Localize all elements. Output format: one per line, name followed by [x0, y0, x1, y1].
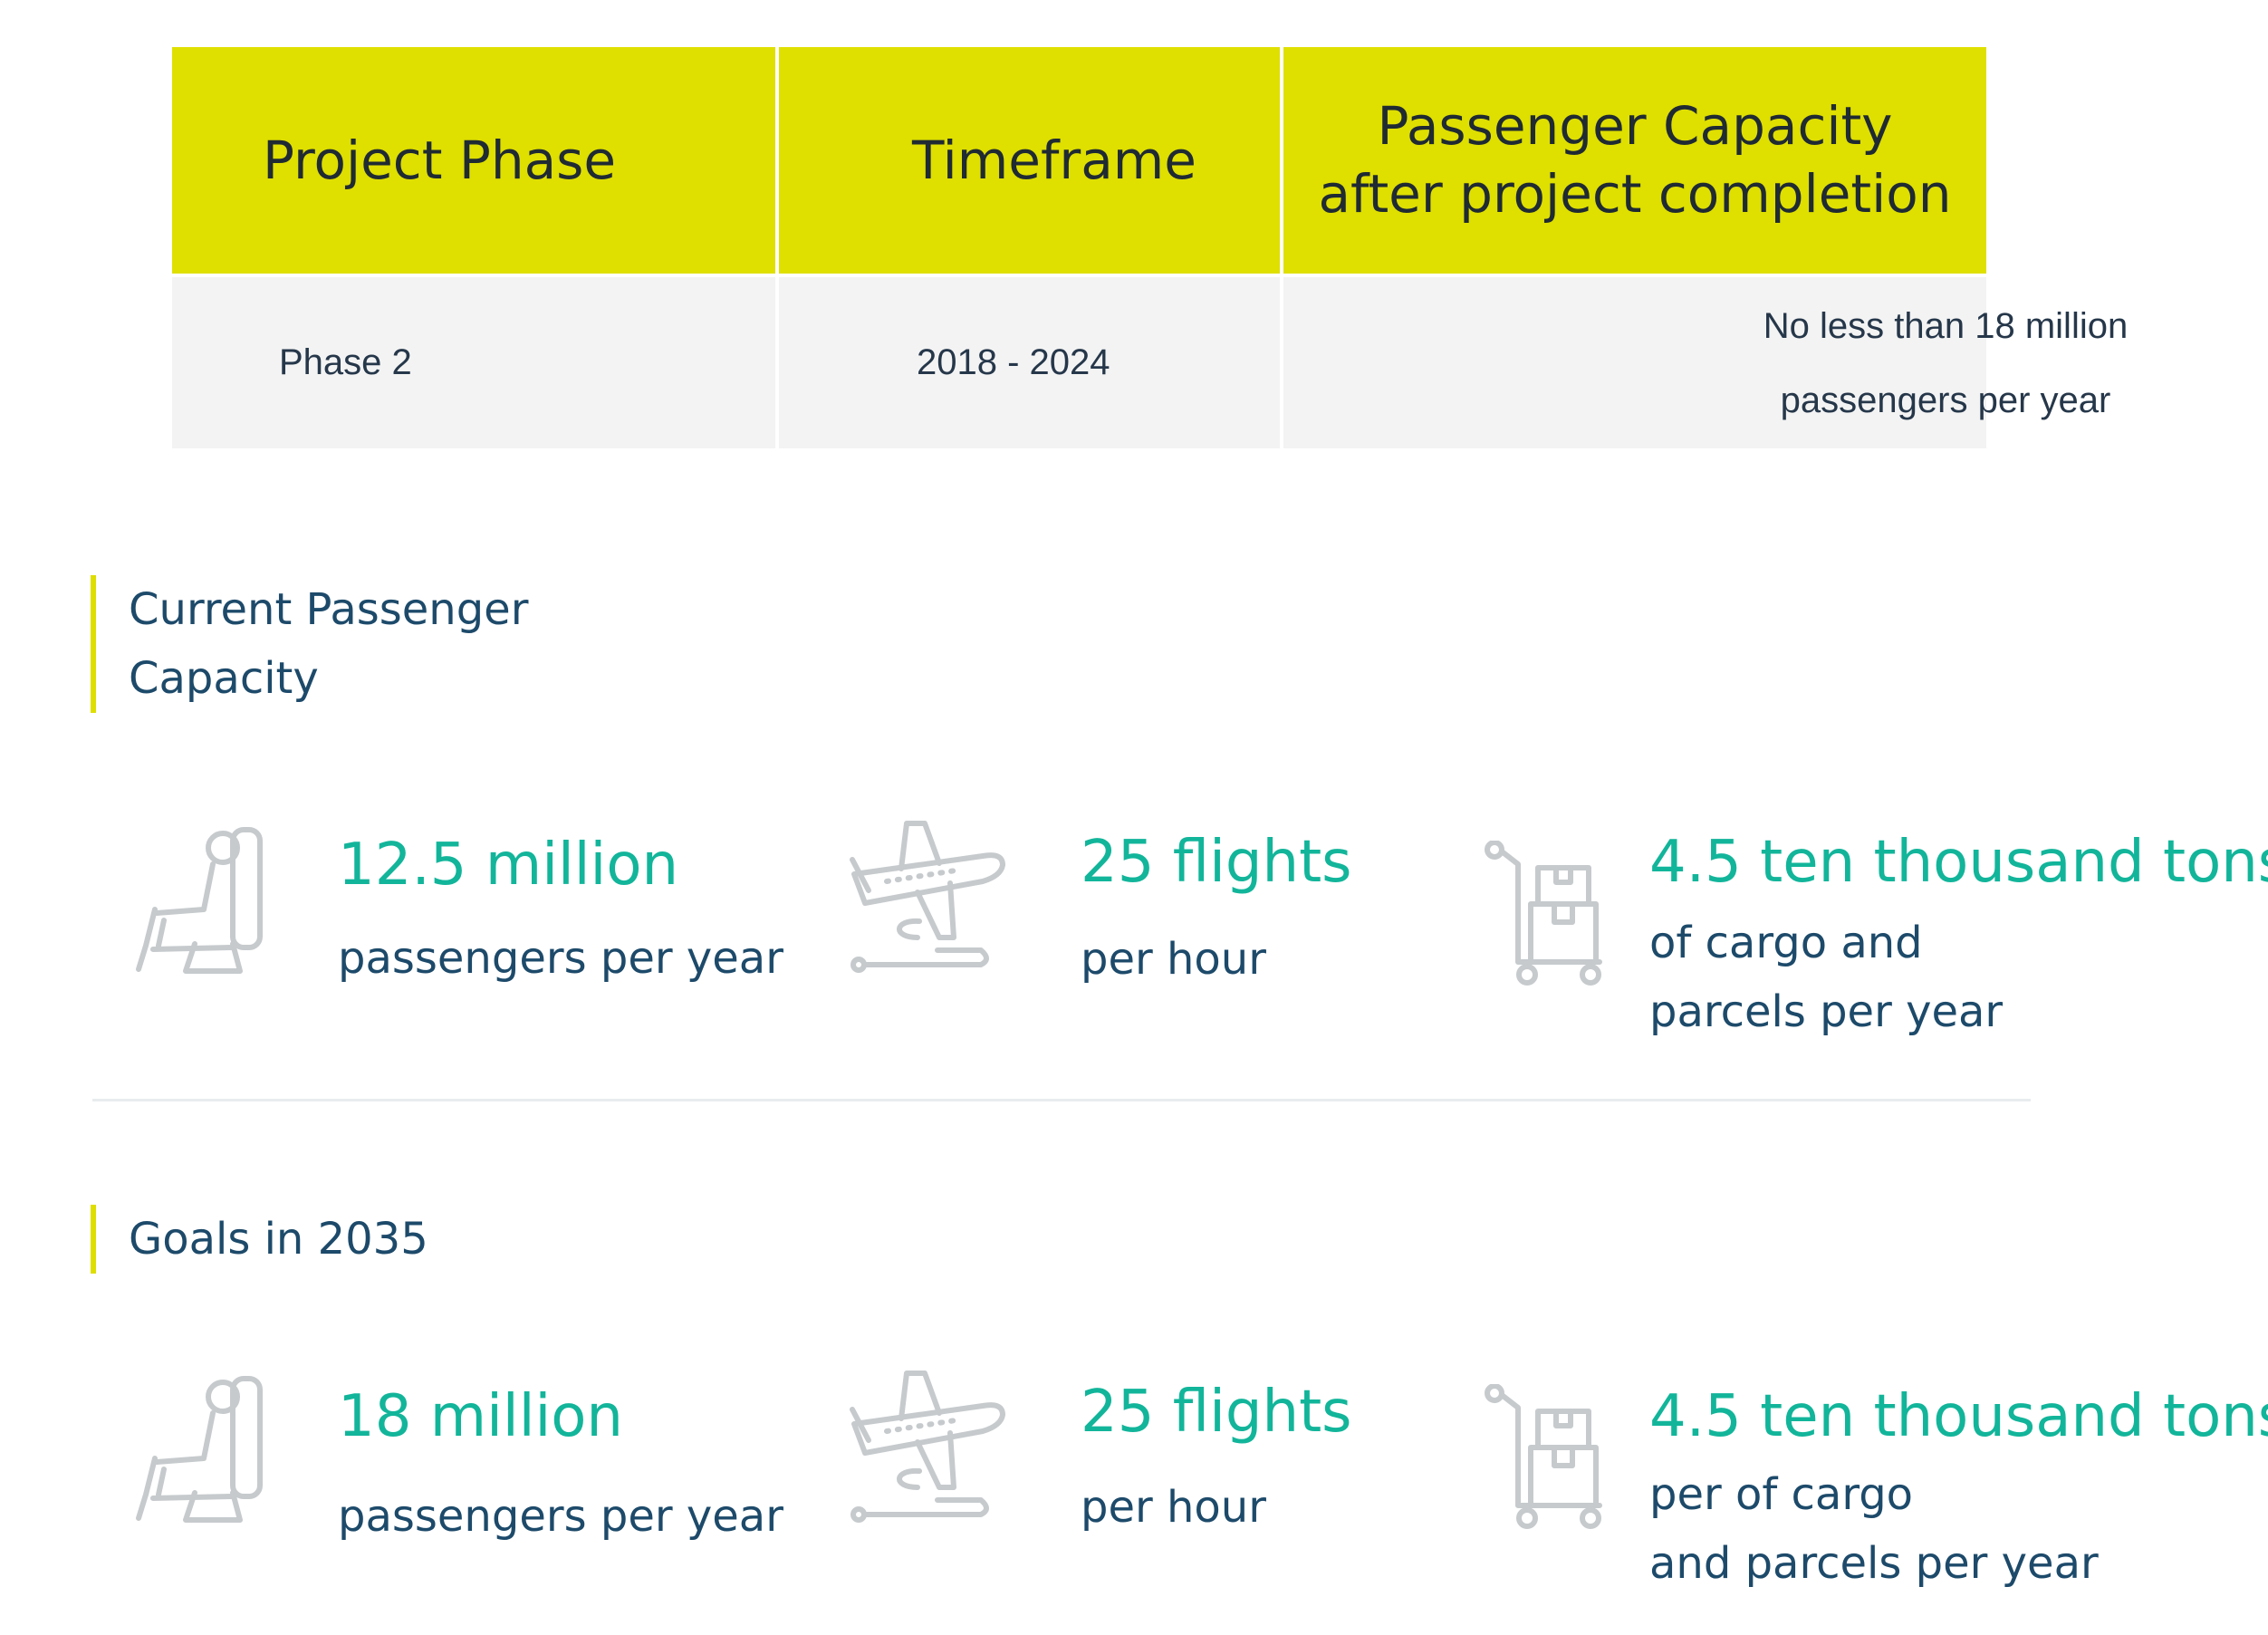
header-line-2: after project completion — [1318, 163, 1952, 225]
cargo-cart-icon — [1484, 841, 1606, 986]
header-project-phase: Project Phase — [172, 47, 775, 274]
current-cargo-unit-line-2: parcels per year — [1649, 986, 2004, 1037]
goals-title: Goals in 2035 — [91, 1205, 428, 1274]
current-capacity-title: Current Passenger Capacity — [91, 575, 528, 713]
current-cargo-unit-line-1: of cargo and — [1649, 918, 1923, 968]
goals-cargo-unit-line-2: and parcels per year — [1649, 1538, 2099, 1589]
current-flights-unit: per hour — [1081, 934, 1266, 985]
current-passengers-value: 12.5 million — [338, 832, 679, 899]
seat-icon — [131, 1375, 272, 1524]
goals-passengers-unit: passengers per year — [338, 1491, 783, 1542]
current-passengers-unit: passengers per year — [338, 933, 783, 984]
capacity-line-1: No less than 18 million — [1763, 305, 2129, 346]
header-line-1: Passenger Capacity — [1377, 95, 1893, 157]
cell-timeframe: 2018 - 2024 — [779, 277, 1280, 448]
header-passenger-capacity: Passenger Capacity after project complet… — [1283, 47, 1986, 274]
airplane-icon — [847, 820, 1010, 978]
cell-phase: Phase 2 — [172, 277, 775, 448]
goals-cargo-unit-line-1: per of cargo — [1649, 1469, 1914, 1520]
project-table: Project Phase Timeframe Passenger Capaci… — [172, 47, 2128, 448]
current-flights-value: 25 flights — [1081, 829, 1352, 896]
capacity-line-2: passengers per year — [1780, 380, 2111, 420]
goals-flights-value: 25 flights — [1081, 1379, 1352, 1446]
section-divider — [92, 1099, 2031, 1101]
cargo-cart-icon — [1484, 1384, 1606, 1529]
current-cargo-value: 4.5 ten thousand tons — [1649, 829, 2268, 896]
cell-capacity: No less than 18 million passengers per y… — [1283, 277, 2128, 448]
goals-cargo-value: 4.5 ten thousand tons — [1649, 1383, 2268, 1450]
header-timeframe: Timeframe — [779, 47, 1280, 274]
seat-icon — [131, 826, 272, 976]
goals-flights-unit: per hour — [1081, 1482, 1266, 1533]
goals-passengers-value: 18 million — [338, 1383, 623, 1450]
airplane-icon — [847, 1370, 1010, 1528]
